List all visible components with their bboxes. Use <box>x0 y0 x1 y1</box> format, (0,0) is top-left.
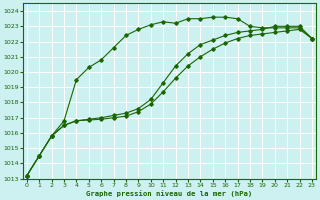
X-axis label: Graphe pression niveau de la mer (hPa): Graphe pression niveau de la mer (hPa) <box>86 190 252 197</box>
